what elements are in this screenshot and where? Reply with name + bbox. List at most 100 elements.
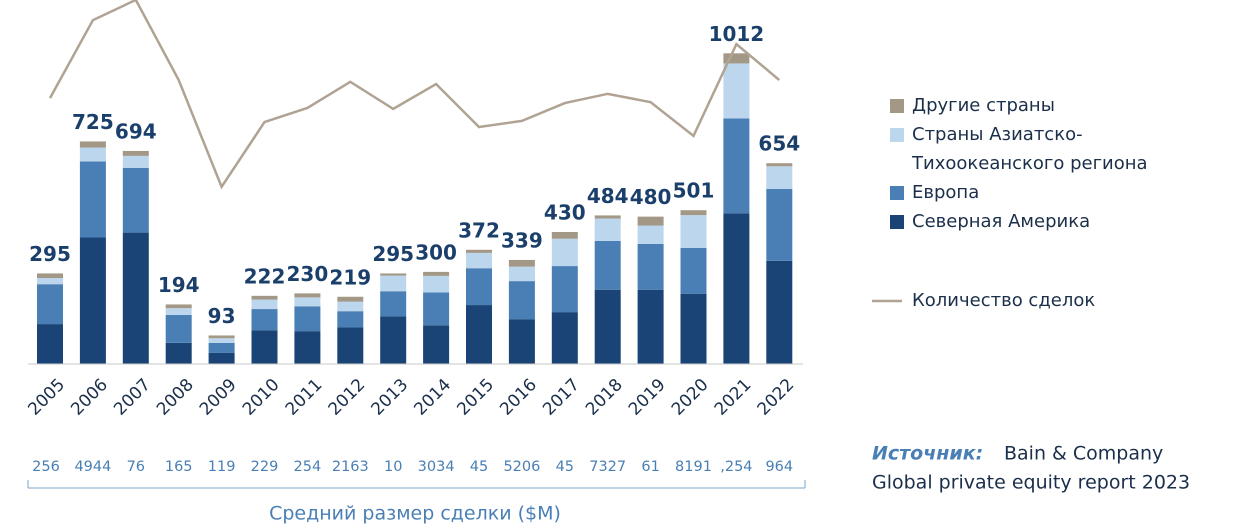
avg-deal-size: 4944 — [74, 459, 111, 475]
bar-segment — [208, 342, 235, 353]
legend-swatch — [890, 99, 904, 113]
bar-segment — [165, 314, 192, 343]
total-label: 219 — [329, 265, 371, 289]
bar-segment — [337, 296, 364, 302]
source-text: Global private equity report 2023 — [872, 472, 1190, 494]
legend-swatch — [890, 128, 904, 142]
avg-deal-size: 119 — [208, 459, 236, 475]
total-label: 300 — [415, 240, 457, 264]
bar-segment — [723, 213, 750, 364]
x-tick-label: 2012 — [325, 375, 370, 420]
bar-segment — [551, 231, 578, 239]
x-tick-label: 2013 — [368, 375, 413, 420]
deal-count-line — [48, 0, 781, 190]
bar-segment — [423, 292, 450, 326]
legend-label: Северная Америка — [912, 211, 1090, 232]
bar-segment — [294, 297, 321, 307]
bar-segment — [551, 266, 578, 313]
bar-segment — [79, 237, 106, 364]
bar-segment — [637, 216, 664, 226]
bar-segment — [79, 161, 106, 238]
bar-segment — [766, 260, 793, 364]
total-label: 654 — [758, 132, 800, 156]
bar-segment — [594, 218, 621, 241]
legend-swatch — [890, 215, 904, 229]
bar-segment — [208, 335, 235, 339]
avg-deal-size: 7327 — [589, 459, 626, 475]
avg-deal-size: ,254 — [720, 459, 752, 475]
total-label: 222 — [244, 264, 286, 288]
bar-segment — [251, 330, 278, 364]
x-tick-label: 2017 — [539, 375, 584, 420]
total-label: 339 — [501, 228, 543, 252]
x-tick-label: 2007 — [110, 375, 155, 420]
avg-deal-size: 45 — [470, 459, 488, 475]
bar-segment — [551, 238, 578, 267]
bar-segment — [380, 291, 407, 317]
bar-segment — [551, 312, 578, 364]
legend-label: Другие страны — [912, 95, 1055, 116]
total-label: 93 — [208, 304, 236, 328]
avg-deal-size: 8191 — [675, 459, 712, 475]
x-tick-label: 2005 — [24, 375, 69, 420]
bar-segment — [423, 275, 450, 293]
bar-segment — [165, 342, 192, 364]
legend-swatch — [890, 186, 904, 200]
x-tick-label: 2019 — [625, 375, 670, 420]
avg-deal-size: 76 — [127, 459, 145, 475]
bar-segment — [637, 289, 664, 364]
bar-segment — [294, 293, 321, 298]
bar-segment — [637, 225, 664, 244]
avg-axis-label: Средний размер сделки ($M) — [269, 503, 561, 525]
bar-segment — [337, 301, 364, 312]
source-label: Источник: — [872, 443, 983, 465]
bar-segment — [466, 249, 492, 253]
legend-label: Европа — [912, 182, 979, 203]
bar-segment — [680, 215, 707, 248]
bar-segment — [423, 271, 450, 276]
bar-segment — [766, 189, 793, 261]
total-label: 372 — [458, 218, 500, 242]
bar-segment — [380, 275, 407, 292]
total-label: 230 — [287, 262, 329, 286]
avg-deal-size: 254 — [294, 459, 322, 475]
bar-segment — [508, 259, 535, 267]
x-tick-label: 2021 — [711, 375, 756, 420]
bar-segment — [594, 215, 621, 219]
total-label: 484 — [587, 184, 629, 208]
avg-deal-size: 45 — [556, 459, 574, 475]
bar-segment — [337, 311, 364, 328]
bar-segment — [251, 299, 278, 310]
avg-deal-size: 229 — [251, 459, 279, 475]
avg-deal-size: 964 — [765, 459, 793, 475]
x-tick-label: 2014 — [410, 375, 455, 420]
bar-segment — [294, 306, 321, 332]
total-label: 194 — [158, 273, 200, 297]
bar-segment — [466, 252, 492, 269]
bar-segment — [466, 268, 492, 306]
x-tick-label: 2011 — [282, 375, 327, 420]
avg-deal-size: 10 — [384, 459, 402, 475]
bar-segment — [79, 141, 106, 148]
bar-segment — [723, 53, 750, 64]
bar-segment — [723, 63, 750, 119]
bar-segment — [37, 324, 63, 364]
total-label: 725 — [72, 110, 114, 134]
bar-segment — [680, 293, 707, 364]
bar-segment — [637, 243, 664, 290]
bar-segment — [594, 289, 621, 364]
avg-deal-size: 165 — [165, 459, 193, 475]
total-label: 694 — [115, 119, 157, 143]
avg-deal-size: 2163 — [332, 459, 369, 475]
total-label: 430 — [544, 200, 586, 224]
x-tick-label: 2006 — [67, 375, 112, 420]
x-tick-label: 2015 — [453, 375, 498, 420]
total-label: 480 — [630, 185, 672, 209]
legend-label: Страны Азиатско-Тихоокеанского региона — [911, 124, 1148, 174]
bar-segment — [165, 304, 192, 309]
avg-deal-size: 256 — [32, 459, 60, 475]
total-label: 501 — [673, 179, 715, 203]
x-tick-label: 2020 — [668, 375, 713, 420]
bar-segment — [380, 316, 407, 364]
